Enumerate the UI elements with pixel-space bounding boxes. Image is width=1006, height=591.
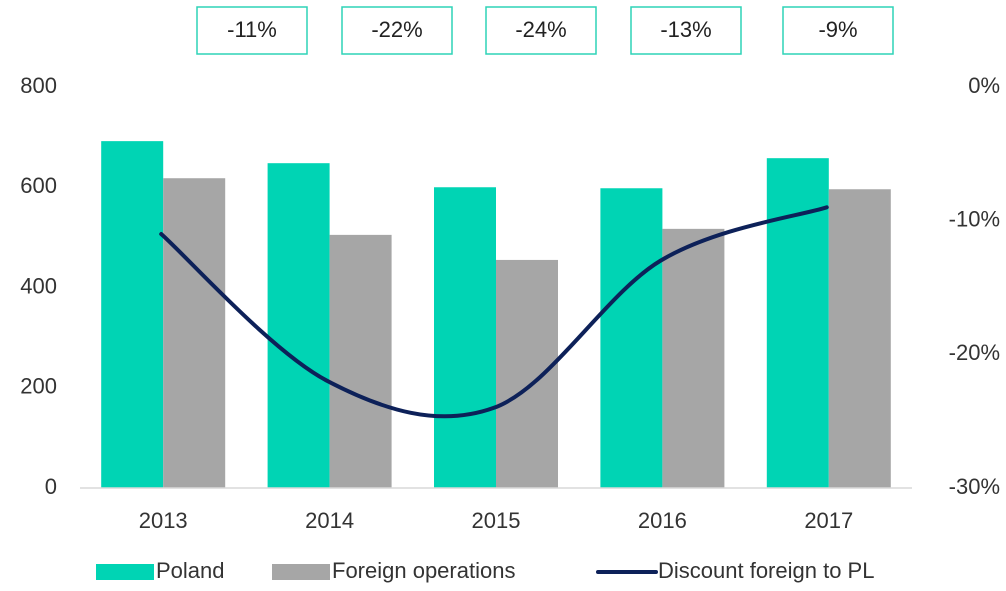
annotation-box: [485, 6, 597, 55]
legend-label: Discount foreign to PL: [658, 558, 874, 583]
legend-swatch: [96, 564, 154, 580]
x-tick-label: 2013: [139, 508, 188, 533]
y2-tick-label: -30%: [949, 474, 1000, 499]
x-tick-label: 2016: [638, 508, 687, 533]
annotation-box: [782, 6, 894, 55]
bar: [662, 228, 725, 488]
legend-swatch: [272, 564, 330, 580]
legend-label: Foreign operations: [332, 558, 515, 583]
bar: [828, 189, 891, 488]
x-tick-label: 2015: [472, 508, 521, 533]
y-tick-label: 800: [20, 73, 57, 98]
bar: [496, 259, 558, 488]
legend-label: Poland: [156, 558, 225, 583]
line: [159, 205, 829, 419]
data-label: -24%: [515, 17, 566, 42]
bar: [329, 234, 392, 488]
bar: [600, 188, 663, 488]
y-tick-label: 400: [20, 273, 57, 298]
y-tick-label: 600: [20, 173, 57, 198]
data-label: -22%: [371, 17, 422, 42]
bar: [101, 141, 164, 488]
data-label: -9%: [818, 17, 857, 42]
y-tick-label: 0: [45, 474, 57, 499]
bar: [163, 178, 226, 489]
y2-tick-label: -20%: [949, 340, 1000, 365]
x-tick-label: 2014: [305, 508, 354, 533]
annotation-box: [341, 6, 453, 55]
bar: [434, 187, 496, 488]
annotation-box: [630, 6, 742, 55]
y2-tick-label: -10%: [949, 206, 1000, 231]
y2-tick-label: 0%: [968, 73, 1000, 98]
annotation-box: [196, 6, 308, 55]
bar: [267, 163, 330, 488]
data-label: -11%: [227, 17, 277, 42]
x-tick-label: 2017: [804, 508, 853, 533]
data-label: -13%: [660, 17, 711, 42]
y-tick-label: 200: [20, 374, 57, 399]
